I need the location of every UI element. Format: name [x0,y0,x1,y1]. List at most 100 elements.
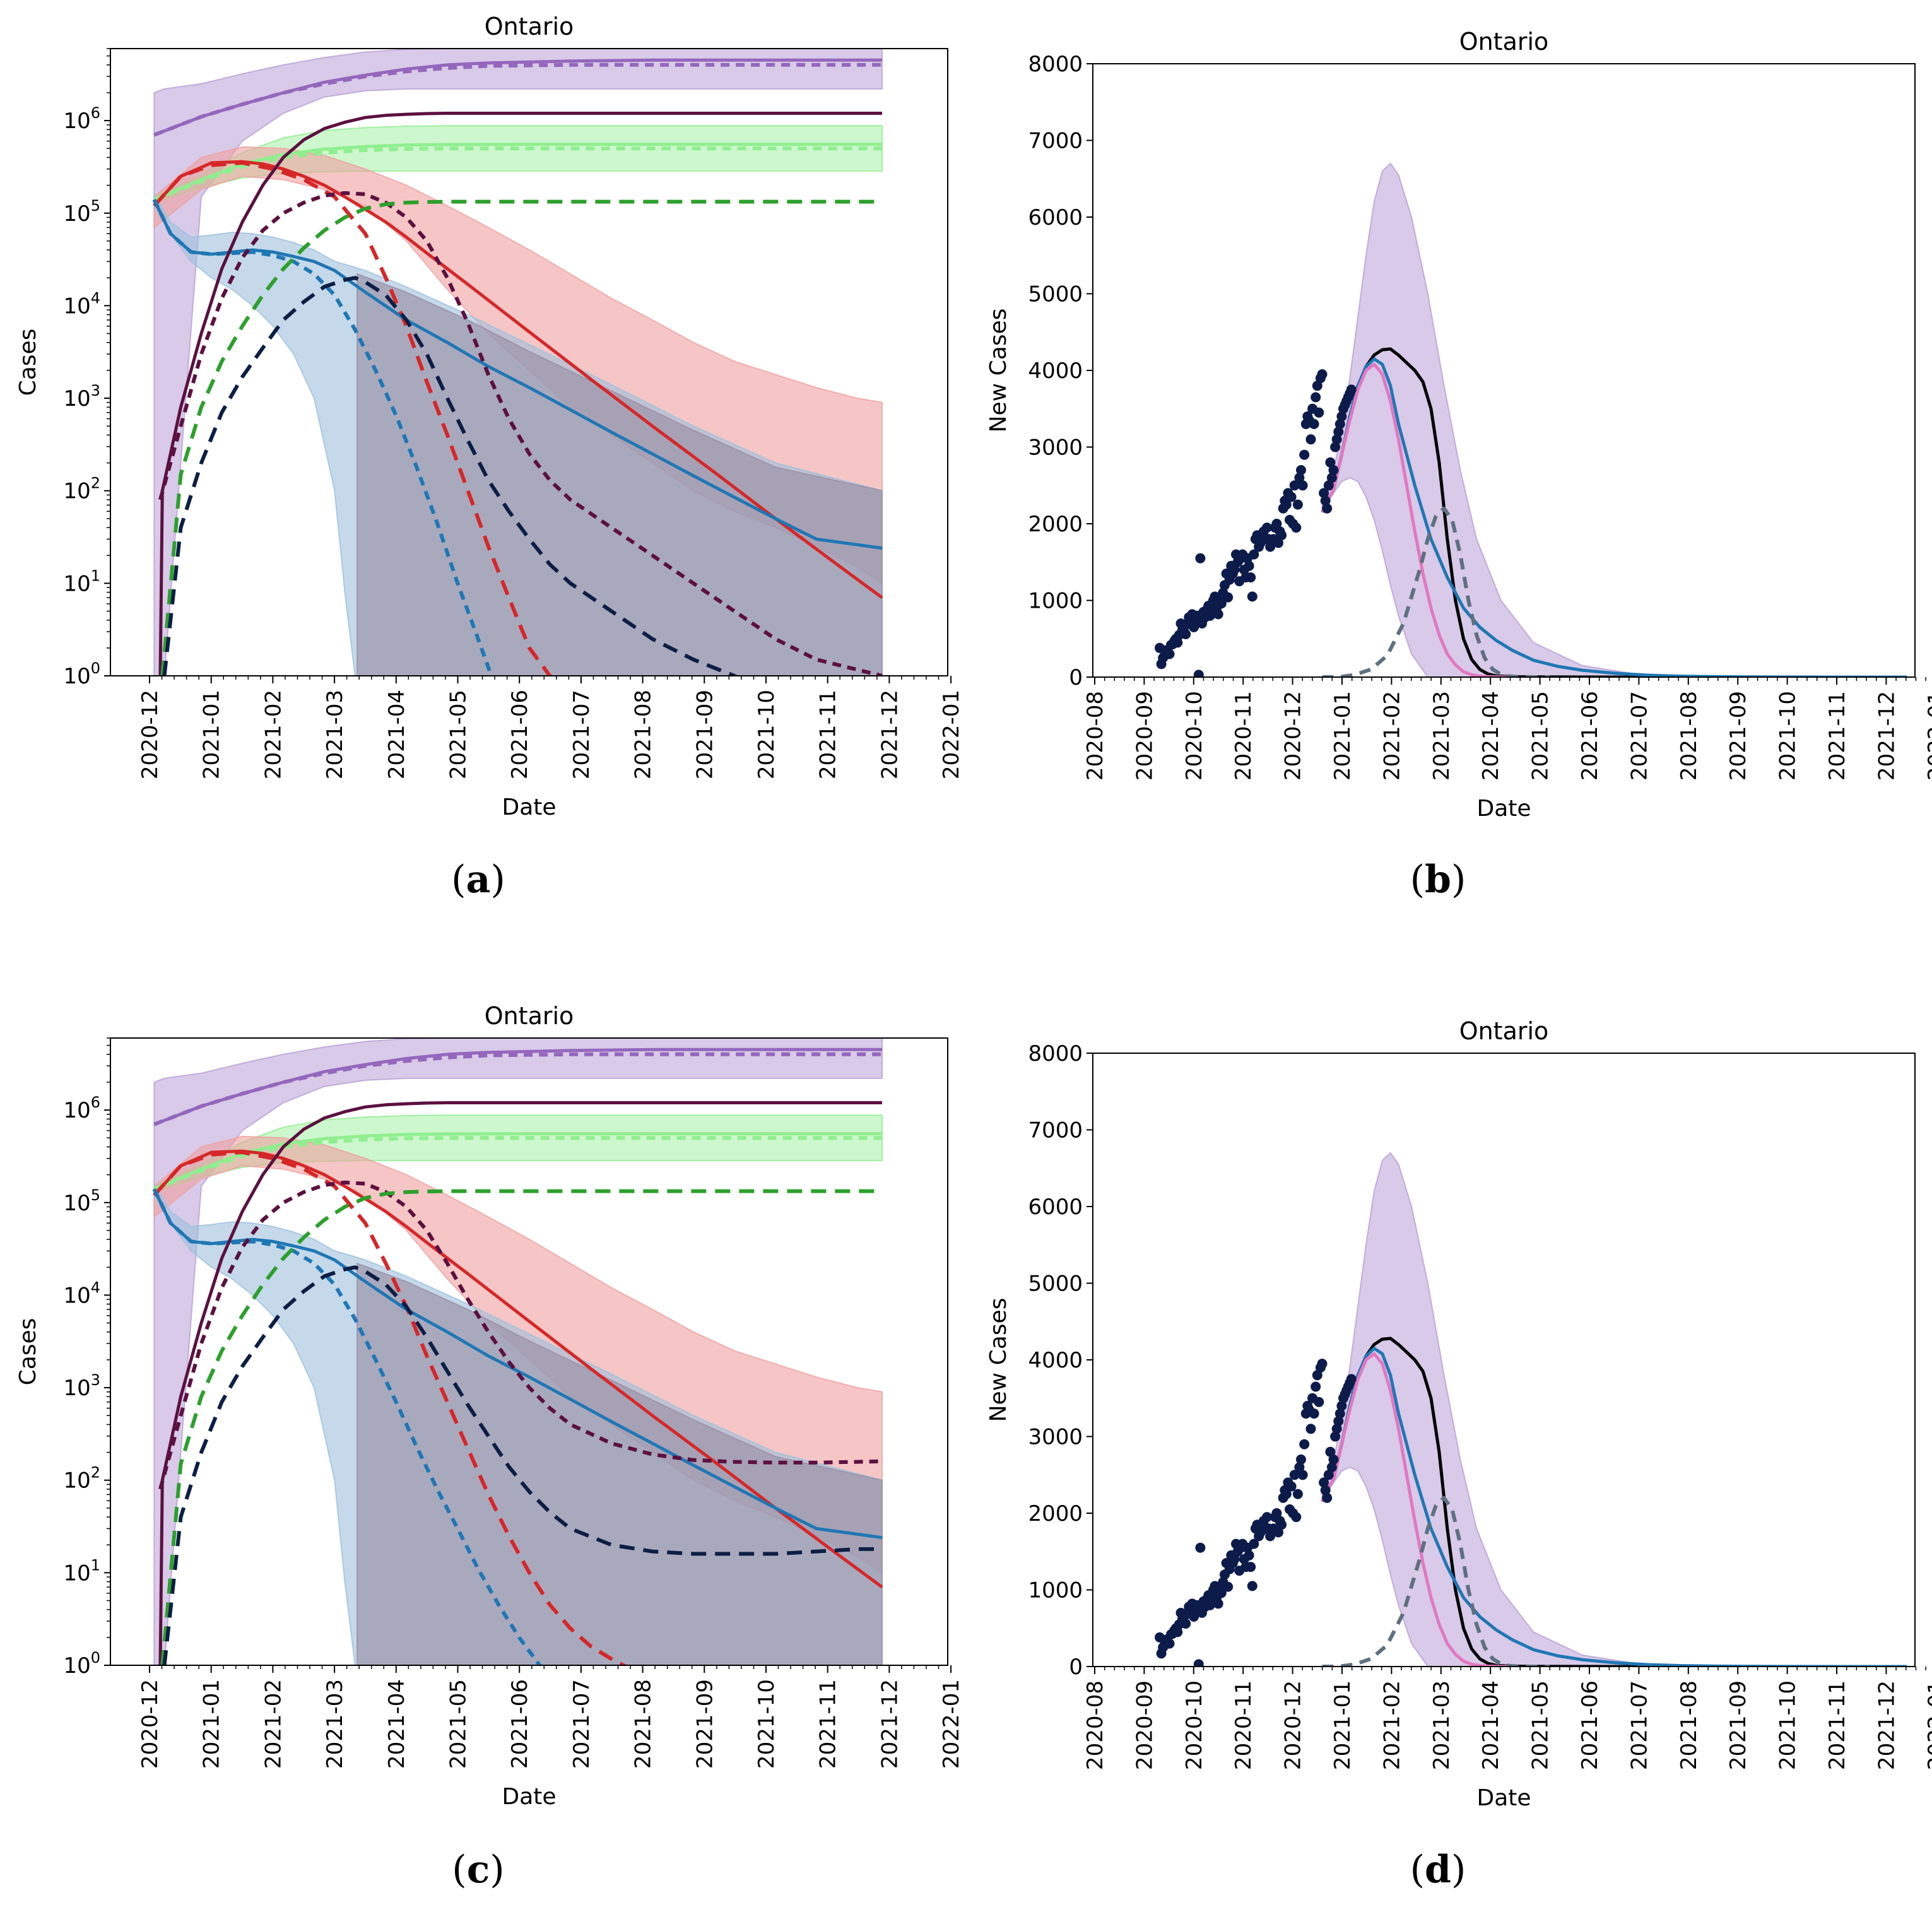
data-point [1172,637,1183,648]
axes-frame [1092,63,1916,678]
x-tick-label: 2020-10 [1182,1680,1207,1770]
data-point [1181,629,1191,639]
x-tick-label: 2021-05 [1528,1680,1553,1770]
series-red-dashed [153,1150,628,1665]
x-tick-label: 2021-01 [1330,1680,1355,1770]
y-tick-label: 8000 [1028,52,1083,77]
data-point [1333,427,1344,437]
data-point [1291,1512,1302,1523]
data-point [1331,434,1342,445]
x-tick-label: 2021-12 [1874,691,1899,781]
data-point [1249,549,1259,560]
data-point [1273,1527,1283,1538]
series-purple-band [1321,1152,1907,1667]
data-point [1322,1492,1333,1503]
axes-frame [110,48,948,676]
data-point [1309,1408,1319,1419]
data-point [1271,1508,1282,1518]
x-tick-label: 2021-03 [1429,691,1454,781]
x-tick-label: 2021-04 [384,1679,409,1769]
x-tick-label: 2021-07 [1627,1680,1652,1770]
scatter-observed-points [1155,1359,1357,1667]
y-tick-label: 6000 [1028,1195,1083,1220]
y-tick-label: 1000 [1028,1578,1083,1603]
x-tick-label: 2021-11 [1825,691,1850,781]
data-point [1336,1400,1347,1411]
data-point [1323,480,1334,491]
y-tick-label: 101 [63,1556,100,1586]
series-purple-dashed [153,1052,882,1126]
x-tick-label: 2021-08 [631,1679,656,1769]
panel-label: (d) [1410,1848,1466,1892]
data-point [1314,407,1324,418]
y-tick-label: 1000 [1028,589,1083,614]
data-point [1276,530,1287,541]
x-tick-label: 2021-11 [816,1679,841,1769]
y-tick-label: 100 [63,1649,100,1679]
x-tick-label: 2021-10 [754,1679,779,1769]
data-point [1296,465,1306,475]
data-point [1294,473,1305,483]
series-purple-dashed [153,62,882,137]
x-tick-label: 2020-08 [1083,1680,1108,1770]
y-tick-label: 103 [63,382,100,411]
data-point [1328,1454,1339,1465]
y-axis-label: New Cases [986,1298,1011,1422]
data-point [1331,1424,1342,1434]
x-tick-label: 2021-03 [322,1679,348,1769]
data-point [1334,1408,1345,1419]
data-point [1296,1454,1306,1465]
x-tick-label: 2022-01 [1924,1680,1932,1770]
x-tick-label: 2021-10 [754,690,779,779]
chart-title: Ontario [485,13,574,40]
data-point [1312,381,1322,391]
series-navy-dashed [162,1265,882,1665]
y-tick-label: 3000 [1028,1425,1083,1450]
y-tick-label: 105 [63,197,100,227]
x-tick-label: 2021-09 [1726,691,1751,781]
data-point [1246,572,1256,582]
y-tick-label: 105 [63,1186,100,1216]
x-axis-label: Date [502,794,556,820]
x-tick-label: 2021-07 [1627,691,1652,781]
data-point [1164,1638,1175,1649]
x-tick-label: 2021-09 [1726,1680,1751,1770]
x-tick-label: 2021-05 [446,690,471,779]
panel-label: (c) [452,1848,504,1892]
x-tick-label: 2021-12 [1874,1680,1899,1770]
chart-panel-2: Ontario 0 1000 2000 3000 4000 5000 6000 7000 8000… [986,28,1932,902]
y-tick-label: 7000 [1028,1118,1083,1143]
panel-label: (b) [1410,858,1466,902]
y-axis-label: Cases [15,1318,41,1386]
x-tick-label: 2021-06 [1577,1680,1603,1770]
x-tick-label: 2021-07 [569,690,594,779]
data-point [1172,1627,1183,1638]
data-point [1294,1462,1305,1473]
data-point [1325,1446,1336,1457]
series-navy-dashed [162,276,739,676]
x-tick-label: 2021-10 [1776,1680,1801,1770]
x-tick-label: 2020-11 [1231,691,1256,781]
series-maroon-solid [158,112,882,676]
data-point [1323,1470,1334,1480]
y-axis-label: Cases [15,329,41,396]
data-point [1309,419,1319,429]
x-tick-label: 2021-01 [199,1679,225,1769]
data-point [1299,1439,1310,1449]
y-tick-label: 106 [63,104,100,134]
x-tick-label: 2022-01 [1924,691,1932,781]
data-point [1346,384,1357,395]
y-tick-label: 103 [63,1371,100,1401]
data-point [1246,1562,1256,1573]
x-tick-label: 2021-01 [1330,691,1355,781]
data-point [1223,592,1234,603]
data-point [1181,1619,1191,1629]
data-point [1292,499,1303,510]
data-point [1317,1359,1328,1369]
data-point [1249,1538,1259,1549]
x-tick-label: 2021-03 [322,690,348,779]
series-green-dark-dashed [160,1189,882,1665]
chart-panel-3: Ontario 100 101 102 103 104 105 106 2020-12 2021-… [15,1002,964,1892]
series-pink-solid [1321,362,1517,677]
series-purple-band [153,49,883,676]
